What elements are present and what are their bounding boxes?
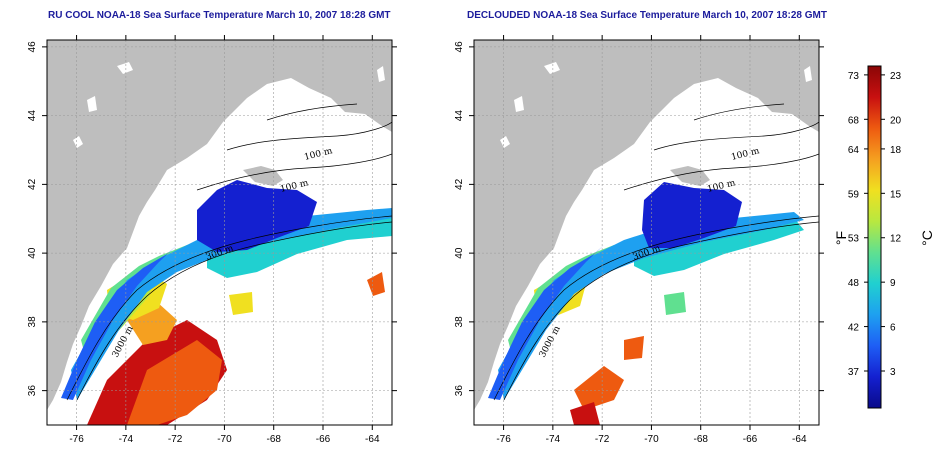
left-map-panel: 100 m 100 m 300 m 3000 m -76 -74 -72 -70 -68… [27,35,397,445]
x-tick-label: -68 [266,434,281,445]
celsius-tick-label: 3 [890,367,896,378]
land-mass [474,40,819,410]
bathymetry-contours [66,103,392,401]
colorbar-ticks [864,74,885,372]
y-tick-label: 36 [454,385,465,397]
island [804,66,812,82]
sst-patch [197,180,317,252]
left-map-frame [46,39,393,426]
y-tick-label: 44 [454,110,465,122]
y-tick-label: 38 [27,316,38,328]
sst-patch [624,336,644,360]
right-map-axis-labels: -76 -74 -72 -70 -68 -66 -64 36 38 40 42 44 46 [454,41,807,445]
sst-patch [642,182,742,248]
x-tick-label: -74 [546,434,561,445]
celsius-tick-label: 23 [890,71,902,82]
celsius-tick-label: 18 [890,145,902,156]
celsius-tick-label: 9 [890,278,896,289]
y-tick-label: 40 [27,247,38,259]
fahrenheit-tick-label: 59 [848,189,860,200]
right-map-title: DECLOUDED NOAA-18 Sea Surface Temperatur… [467,10,827,21]
x-tick-label: -74 [119,434,134,445]
y-tick-label: 46 [27,41,38,53]
celsius-tick-label: 12 [890,234,902,245]
sst-patch [127,340,222,425]
celsius-tick-label: 6 [890,323,896,334]
right-map-axis-ticks [469,35,824,430]
right-map-frame [473,39,820,426]
bathymetry-contours [493,103,819,401]
sst-patch [664,292,686,315]
fahrenheit-tick-label: 53 [848,234,860,245]
island [73,136,83,148]
celsius-unit-label: °C [919,230,935,246]
sst-patch [574,366,624,410]
island [514,96,524,112]
x-tick-label: -70 [644,434,659,445]
land-peninsula [243,166,283,186]
x-tick-label: -66 [743,434,758,445]
island [500,136,510,148]
fahrenheit-unit-label: °F [833,231,849,245]
y-tick-label: 38 [454,316,465,328]
island [117,62,133,74]
x-tick-label: -64 [792,434,807,445]
left-map-axis-ticks [42,35,397,430]
y-tick-label: 42 [27,178,38,190]
left-map-title: RU COOL NOAA-18 Sea Surface Temperature … [48,10,391,21]
y-tick-label: 40 [454,247,465,259]
island [87,96,97,112]
y-tick-label: 44 [27,110,38,122]
right-map-panel: 100 m 100 m 300 m 3000 m -76 -74 -72 -70 -68… [454,35,824,445]
sst-patch [570,402,600,425]
x-tick-label: -72 [168,434,183,445]
y-tick-label: 46 [454,41,465,53]
x-tick-label: -68 [693,434,708,445]
x-tick-label: -64 [365,434,380,445]
fahrenheit-tick-label: 64 [848,145,860,156]
fahrenheit-tick-label: 42 [848,323,860,334]
celsius-tick-label: 20 [890,115,902,126]
grid-lines [474,40,819,425]
land-peninsula [670,166,710,186]
y-tick-label: 42 [454,178,465,190]
sst-patch [229,292,253,315]
grid-lines [47,40,392,425]
left-map-content: 100 m 100 m 300 m 3000 m [47,40,392,425]
x-tick-label: -70 [217,434,232,445]
sst-patch [367,272,385,296]
sst-patch [207,212,392,278]
sst-patch [498,212,804,400]
land-mass [47,40,392,410]
fahrenheit-tick-labels: 73 68 64 59 53 48 42 37 [848,71,860,378]
left-map-axis-labels: -76 -74 -72 -70 -68 -66 -64 36 38 40 42 44 46 [27,41,380,445]
celsius-tick-labels: 23 20 18 15 12 9 6 3 [890,71,902,378]
x-tick-label: -72 [595,434,610,445]
x-tick-label: -76 [69,434,84,445]
x-tick-label: -76 [496,434,511,445]
island [377,66,385,82]
fahrenheit-tick-label: 48 [848,278,860,289]
temperature-colorbar: 73 68 64 59 53 48 42 37 23 20 18 15 12 9 6 3 °F °C [833,65,935,409]
sst-patch [488,245,604,400]
fahrenheit-tick-label: 68 [848,115,860,126]
fahrenheit-tick-label: 37 [848,367,860,378]
y-tick-label: 36 [27,385,38,397]
fahrenheit-tick-label: 73 [848,71,860,82]
colorbar-gradient [867,65,882,409]
island [544,62,560,74]
sst-patch [61,245,177,400]
x-tick-label: -66 [316,434,331,445]
celsius-tick-label: 15 [890,189,902,200]
